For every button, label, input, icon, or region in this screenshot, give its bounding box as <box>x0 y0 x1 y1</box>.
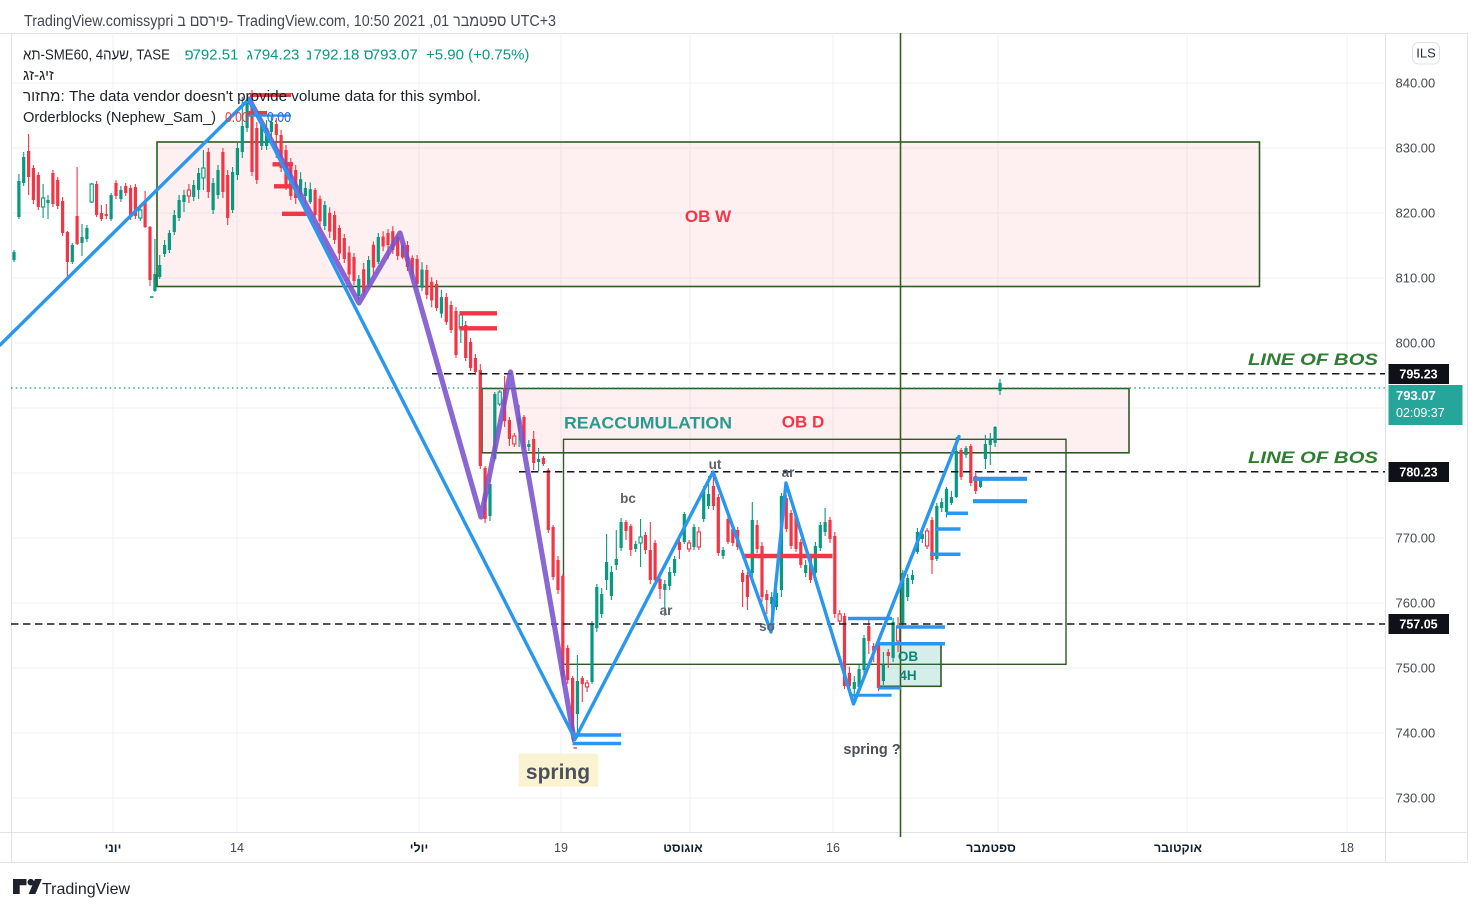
svg-text:TradingView.comissypri פירסם ב: TradingView.comissypri פירסם ב- TradingV… <box>24 13 556 30</box>
svg-text:REACCUMULATION: REACCUMULATION <box>564 415 732 433</box>
svg-text:אוקטובר: אוקטובר <box>1154 841 1203 855</box>
svg-text:19: 19 <box>554 841 568 855</box>
svg-text:ס: ס <box>364 47 374 64</box>
svg-text:so: so <box>759 619 775 634</box>
svg-text:spring ?: spring ? <box>843 742 900 758</box>
svg-text:0.00: 0.00 <box>225 109 249 126</box>
svg-text:770.00: 770.00 <box>1396 531 1436 546</box>
svg-text:820.00: 820.00 <box>1396 206 1436 221</box>
svg-text:810.00: 810.00 <box>1396 271 1436 286</box>
svg-text:ג: ג <box>247 47 253 64</box>
svg-text:14: 14 <box>230 841 244 855</box>
svg-text:OB W: OB W <box>685 207 732 226</box>
svg-text:+5.90 (+0.75%): +5.90 (+0.75%) <box>426 47 529 64</box>
svg-text:793.07: 793.07 <box>1396 388 1436 403</box>
svg-text:ar: ar <box>782 465 796 480</box>
svg-text:793.07: 793.07 <box>372 47 418 64</box>
svg-text:תא-SME60, 4שעה, TASE: תא-SME60, 4שעה, TASE <box>23 47 170 64</box>
svg-text:ILS: ILS <box>1416 46 1436 61</box>
svg-text:מחזור: The data vendor doesn't: מחזור: The data vendor doesn't provide v… <box>23 88 481 105</box>
svg-text:LINE OF BOS: LINE OF BOS <box>1248 448 1379 467</box>
svg-text:יולי: יולי <box>410 841 428 855</box>
svg-text:780.23: 780.23 <box>1399 466 1437 480</box>
svg-text:LINE OF BOS: LINE OF BOS <box>1248 350 1379 369</box>
svg-text:840.00: 840.00 <box>1396 76 1436 91</box>
svg-text:730.00: 730.00 <box>1396 791 1436 806</box>
svg-text:792.18: 792.18 <box>314 47 360 64</box>
svg-text:760.00: 760.00 <box>1396 596 1436 611</box>
svg-text:יוני: יוני <box>105 841 122 855</box>
svg-text:spring: spring <box>526 761 590 784</box>
svg-text:נ: נ <box>306 47 312 64</box>
svg-text:750.00: 750.00 <box>1396 661 1436 676</box>
svg-text:16: 16 <box>826 841 840 855</box>
svg-text:OB D: OB D <box>782 413 825 432</box>
svg-text:740.00: 740.00 <box>1396 726 1436 741</box>
svg-text:OB: OB <box>898 649 919 664</box>
svg-text:0.00: 0.00 <box>267 109 291 126</box>
svg-text:bc: bc <box>620 491 636 506</box>
svg-text:792.51: 792.51 <box>193 47 239 64</box>
svg-text:800.00: 800.00 <box>1396 336 1436 351</box>
svg-text:ספטמבר: ספטמבר <box>966 841 1016 855</box>
svg-text:4H: 4H <box>899 668 916 683</box>
svg-text:אוגוסט: אוגוסט <box>663 841 703 855</box>
svg-text:18: 18 <box>1340 841 1354 855</box>
svg-text:794.23: 794.23 <box>254 47 300 64</box>
svg-text:TradingView: TradingView <box>42 881 130 898</box>
svg-text:02:09:37: 02:09:37 <box>1396 406 1445 420</box>
svg-text:Orderblocks (Nephew_Sam_): Orderblocks (Nephew_Sam_) <box>23 109 216 126</box>
svg-text:פ: פ <box>185 47 194 64</box>
svg-text:795.23: 795.23 <box>1399 368 1437 382</box>
svg-text:ut: ut <box>709 457 722 472</box>
svg-text:ar: ar <box>660 603 674 618</box>
svg-text:757.05: 757.05 <box>1399 618 1437 632</box>
svg-text:זיג-זג: זיג-זג <box>23 67 54 84</box>
svg-text:830.00: 830.00 <box>1396 141 1436 156</box>
